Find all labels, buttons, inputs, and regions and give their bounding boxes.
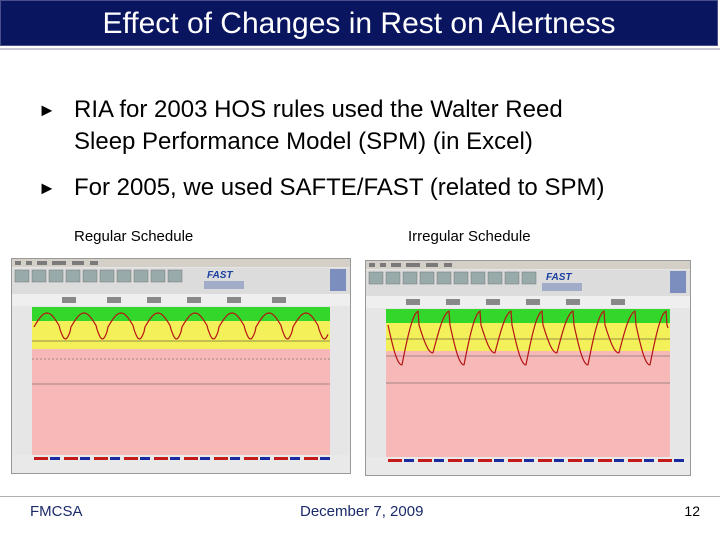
screenshot-irregular-schedule: FAST <box>365 260 691 476</box>
svg-text:FAST: FAST <box>207 270 233 281</box>
svg-text:FAST: FAST <box>546 272 572 283</box>
fast-app-window-irregular: FAST <box>366 261 690 475</box>
title-divider <box>0 48 720 50</box>
footer-divider <box>0 496 720 497</box>
bullet-1-line-1: RIA for 2003 HOS rules used the Walter R… <box>74 96 563 123</box>
fast-logo-icon: FAST <box>204 270 244 289</box>
caption-regular-schedule: Regular Schedule <box>74 228 194 245</box>
caption-irregular-schedule: Irregular Schedule <box>408 228 531 245</box>
bullet-1-line-2: Sleep Performance Model (SPM) (in Excel) <box>74 128 533 155</box>
title-bar: Effect of Changes in Rest on Alertness <box>0 0 718 46</box>
footer-date: December 7, 2009 <box>300 503 424 520</box>
bullet-marker-icon: ► <box>38 100 56 120</box>
screenshot-regular-schedule: FAST <box>11 258 351 474</box>
footer-organization: FMCSA <box>30 503 83 520</box>
slide-title: Effect of Changes in Rest on Alertness <box>102 7 616 40</box>
fast-app-window-regular: FAST <box>12 259 350 473</box>
bullet-2-line-1: For 2005, we used SAFTE/FAST (related to… <box>74 174 605 201</box>
bullet-marker-icon: ► <box>38 178 56 198</box>
page-number: 12 <box>684 503 700 519</box>
fast-logo-icon: FAST <box>542 272 582 291</box>
